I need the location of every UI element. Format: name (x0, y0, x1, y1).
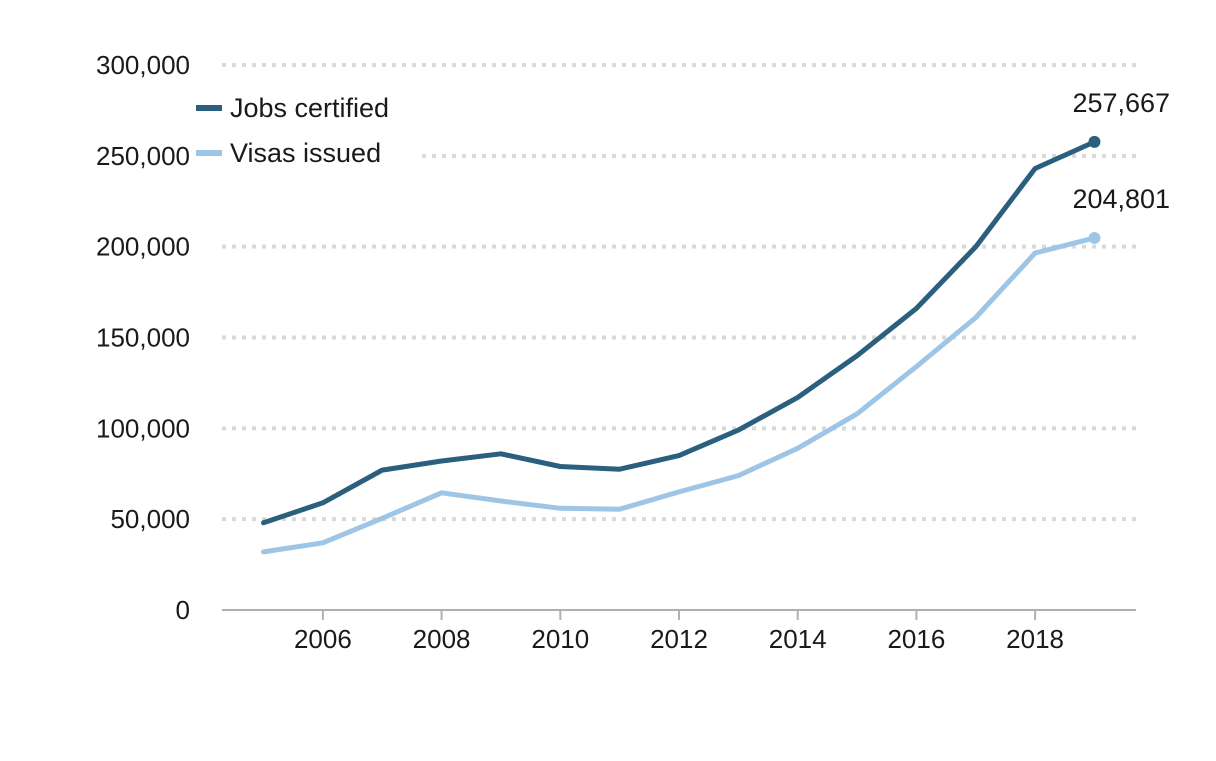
legend: Jobs certified Visas issued (190, 70, 420, 168)
end-labels: 257,667 204,801 (1072, 88, 1170, 214)
y-tick-label: 50,000 (110, 504, 190, 534)
series-end-label-0: 257,667 (1072, 88, 1170, 118)
y-tick-label: 150,000 (96, 323, 190, 353)
x-tick-label: 2016 (887, 624, 945, 654)
legend-label-1: Visas issued (230, 138, 381, 168)
legend-background (190, 115, 420, 161)
y-tick-label: 0 (176, 595, 190, 625)
x-tick-label: 2008 (413, 624, 471, 654)
gridlines (222, 63, 1136, 522)
series-end-point-0 (1088, 135, 1101, 148)
x-tick-label: 2012 (650, 624, 708, 654)
x-tick-label: 2018 (1006, 624, 1064, 654)
y-tick-label: 300,000 (96, 50, 190, 80)
y-tick-label: 250,000 (96, 141, 190, 171)
legend-label-0: Jobs certified (230, 93, 389, 123)
series-layer (261, 135, 1101, 555)
y-tick-label: 100,000 (96, 413, 190, 443)
series-end-point-1 (1088, 231, 1101, 244)
x-tick-label: 2006 (294, 624, 352, 654)
x-axis: 2006 2008 2010 2012 2014 2016 2018 (222, 609, 1136, 654)
y-axis: 0 50,000 100,000 150,000 200,000 250,000 300,0… (96, 50, 190, 625)
legend-background (190, 70, 420, 116)
y-tick-label: 200,000 (96, 232, 190, 262)
series-line-1 (261, 235, 1097, 555)
x-tick-label: 2014 (769, 624, 827, 654)
x-tick-label: 2010 (531, 624, 589, 654)
series-line-0 (261, 139, 1097, 526)
series-end-label-1: 204,801 (1072, 184, 1170, 214)
